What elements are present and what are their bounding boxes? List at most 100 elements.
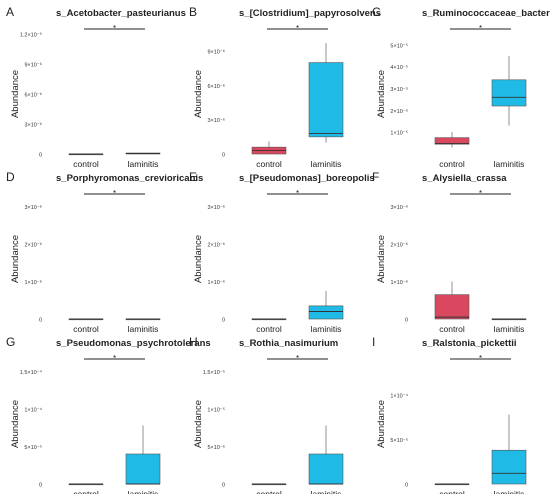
y-tick-label: 0 <box>39 318 42 324</box>
panel-title: s_Pseudomonas_psychrotolerans <box>56 338 211 349</box>
x-tick-label: control <box>73 324 99 334</box>
x-tick-label: control <box>73 159 99 169</box>
panel-title: s_Rothia_nasimurium <box>239 338 338 349</box>
y-tick-label: 9×10⁻⁶ <box>24 62 42 69</box>
box-body <box>491 449 527 485</box>
box-control <box>251 483 287 486</box>
y-tick-label: 5×10⁻⁵ <box>390 437 408 444</box>
significance-marker: * <box>296 24 299 33</box>
y-tick-label: 3×10⁻⁶ <box>390 204 408 211</box>
y-tick-label: 1×10⁻⁶ <box>24 279 42 286</box>
x-tick-label: control <box>439 489 465 494</box>
box-laminitis <box>308 290 344 320</box>
box-laminitis <box>491 414 527 485</box>
y-axis-title: Abundance <box>193 400 204 448</box>
y-tick-label: 2×10⁻⁶ <box>24 242 42 249</box>
box-control <box>68 318 104 321</box>
box-body <box>125 453 161 485</box>
y-tick-label: 4×10⁻⁵ <box>390 64 408 71</box>
y-tick-label: 2×10⁻⁶ <box>390 242 408 249</box>
box-body <box>434 294 470 320</box>
box-body <box>308 305 344 320</box>
y-tick-label: 1×10⁻⁴ <box>390 393 408 400</box>
y-tick-label: 1×10⁻⁴ <box>24 407 42 414</box>
box-control <box>434 483 470 486</box>
x-tick-label: laminitis <box>128 489 159 494</box>
significance-marker: * <box>296 354 299 363</box>
significance-marker: * <box>296 189 299 198</box>
box-body <box>308 62 344 138</box>
y-tick-label: 3×10⁻⁶ <box>207 117 225 124</box>
y-tick-label: 6×10⁻⁶ <box>24 92 42 99</box>
y-axis-title: Abundance <box>193 70 204 118</box>
box-body <box>434 137 470 145</box>
y-tick-label: 1×10⁻⁵ <box>207 407 225 414</box>
significance-marker: * <box>479 354 482 363</box>
x-tick-label: laminitis <box>128 324 159 334</box>
box-control <box>434 132 470 148</box>
box-laminitis <box>125 152 161 155</box>
y-tick-label: 0 <box>222 318 225 324</box>
box-control <box>68 483 104 486</box>
y-tick-label: 1.2×10⁻⁵ <box>20 32 42 39</box>
box-laminitis <box>125 425 161 485</box>
y-axis-title: Abundance <box>10 70 21 118</box>
y-tick-label: 5×10⁻⁶ <box>207 444 225 451</box>
box-laminitis <box>491 55 527 126</box>
panel-title: s_[Clostridium]_papyrosolvens <box>239 8 381 19</box>
box-control <box>251 141 287 155</box>
y-axis-title: Abundance <box>193 235 204 283</box>
box-control <box>68 153 104 156</box>
x-tick-label: laminitis <box>311 489 342 494</box>
panel-letter: E <box>189 170 197 184</box>
y-axis-title: Abundance <box>376 70 387 118</box>
x-tick-label: laminitis <box>311 324 342 334</box>
y-tick-label: 5×10⁻⁵ <box>390 42 408 49</box>
y-tick-label: 1×10⁻⁶ <box>390 279 408 286</box>
y-tick-label: 3×10⁻⁶ <box>207 204 225 211</box>
panel-letter: A <box>6 5 14 19</box>
y-tick-label: 5×10⁻⁵ <box>24 444 42 451</box>
x-tick-label: laminitis <box>128 159 159 169</box>
x-tick-label: control <box>256 489 282 494</box>
y-axis-title: Abundance <box>10 235 21 283</box>
box-control <box>251 318 287 321</box>
y-tick-label: 1×10⁻⁶ <box>207 279 225 286</box>
significance-marker: * <box>113 354 116 363</box>
y-tick-label: 1.5×10⁻⁵ <box>203 369 225 376</box>
y-tick-label: 0 <box>222 483 225 489</box>
y-tick-label: 2×10⁻⁶ <box>207 242 225 249</box>
box-laminitis <box>308 43 344 143</box>
x-tick-label: laminitis <box>494 159 525 169</box>
significance-marker: * <box>113 24 116 33</box>
panel-title: s_Ralstonia_pickettii <box>422 338 517 349</box>
y-axis-title: Abundance <box>10 400 21 448</box>
y-tick-label: 0 <box>39 153 42 159</box>
box-laminitis <box>308 425 344 485</box>
x-tick-label: laminitis <box>494 489 525 494</box>
box-laminitis <box>125 318 161 321</box>
x-tick-label: control <box>439 159 465 169</box>
panel-letter: D <box>6 170 15 184</box>
y-tick-label: 9×10⁻⁶ <box>207 49 225 56</box>
y-tick-label: 0 <box>222 153 225 159</box>
x-tick-label: laminitis <box>494 324 525 334</box>
panel-title: s_Acetobacter_pasteurianus <box>56 8 186 19</box>
panel-title: s_Porphyromonas_crevioricanis <box>56 173 203 184</box>
y-tick-label: 3×10⁻⁶ <box>24 122 42 129</box>
box-body <box>491 79 527 107</box>
x-tick-label: control <box>256 324 282 334</box>
significance-marker: * <box>479 24 482 33</box>
y-tick-label: 1.5×10⁻⁴ <box>20 369 43 376</box>
panel-title: s_Alysiella_crassa <box>422 173 507 184</box>
panel-letter: F <box>372 170 379 184</box>
panel-title: s_[Pseudomonas]_boreopolis <box>239 173 375 184</box>
